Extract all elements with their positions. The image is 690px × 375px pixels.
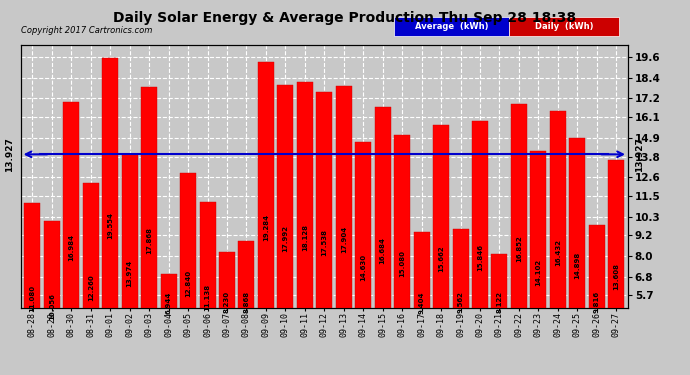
Text: 12.260: 12.260 xyxy=(88,275,94,302)
Bar xyxy=(531,152,546,375)
Text: 17.992: 17.992 xyxy=(282,225,288,252)
Bar xyxy=(589,225,604,375)
Bar xyxy=(491,254,507,375)
Text: 17.904: 17.904 xyxy=(341,226,347,254)
Bar xyxy=(609,160,624,375)
Bar xyxy=(141,87,157,375)
Bar xyxy=(375,107,391,375)
Text: Average  (kWh): Average (kWh) xyxy=(415,22,489,31)
Text: 16.984: 16.984 xyxy=(68,234,75,261)
Text: 12.840: 12.840 xyxy=(185,270,191,297)
Text: 8.230: 8.230 xyxy=(224,291,230,314)
Text: 9.562: 9.562 xyxy=(457,291,464,313)
Text: 19.554: 19.554 xyxy=(107,212,113,239)
Text: 8.868: 8.868 xyxy=(244,291,250,314)
Text: 13.974: 13.974 xyxy=(127,260,132,287)
Bar xyxy=(413,232,430,375)
Bar xyxy=(355,142,371,375)
Bar xyxy=(277,85,293,375)
Bar xyxy=(121,153,138,375)
Bar xyxy=(180,173,196,375)
Text: 11.138: 11.138 xyxy=(204,284,210,311)
Text: 16.432: 16.432 xyxy=(555,239,561,266)
Bar xyxy=(102,58,118,375)
Text: 15.662: 15.662 xyxy=(438,246,444,272)
Bar xyxy=(394,18,509,36)
Text: Copyright 2017 Cartronics.com: Copyright 2017 Cartronics.com xyxy=(21,26,152,34)
Bar xyxy=(336,86,352,375)
Text: 6.944: 6.944 xyxy=(166,291,172,314)
Bar xyxy=(453,229,469,375)
Text: 11.080: 11.080 xyxy=(30,285,35,312)
Text: 10.056: 10.056 xyxy=(49,294,55,321)
Text: 9.816: 9.816 xyxy=(594,291,600,314)
Text: 17.538: 17.538 xyxy=(322,230,327,256)
Bar xyxy=(199,202,215,375)
Bar xyxy=(511,104,527,375)
Bar xyxy=(44,221,60,375)
Bar xyxy=(394,135,410,375)
Bar xyxy=(258,62,274,375)
Text: 18.128: 18.128 xyxy=(302,224,308,251)
Bar xyxy=(509,18,619,36)
Text: 14.898: 14.898 xyxy=(574,252,580,279)
Bar xyxy=(569,138,585,375)
Text: 13.608: 13.608 xyxy=(613,263,619,290)
Text: 13.927: 13.927 xyxy=(635,137,644,172)
Text: Daily  (kWh): Daily (kWh) xyxy=(535,22,593,31)
Bar xyxy=(24,203,40,375)
Text: 13.927: 13.927 xyxy=(5,137,14,172)
Text: 14.630: 14.630 xyxy=(360,254,366,281)
Text: Daily Solar Energy & Average Production Thu Sep 28 18:38: Daily Solar Energy & Average Production … xyxy=(113,11,577,25)
Bar xyxy=(239,241,255,375)
Bar xyxy=(316,92,333,375)
Bar xyxy=(433,124,449,375)
Text: 8.122: 8.122 xyxy=(496,291,502,314)
Bar xyxy=(219,252,235,375)
Text: 19.284: 19.284 xyxy=(263,214,269,242)
Text: 14.102: 14.102 xyxy=(535,259,542,286)
Bar xyxy=(472,122,488,375)
Text: 16.852: 16.852 xyxy=(516,236,522,262)
Text: 17.868: 17.868 xyxy=(146,226,152,254)
Text: 16.684: 16.684 xyxy=(380,237,386,264)
Text: 15.080: 15.080 xyxy=(399,251,405,278)
Bar xyxy=(550,111,566,375)
Bar xyxy=(63,102,79,375)
Text: 15.846: 15.846 xyxy=(477,244,483,271)
Text: 9.404: 9.404 xyxy=(419,291,424,314)
Bar xyxy=(161,274,177,375)
Bar xyxy=(83,183,99,375)
Bar xyxy=(297,82,313,375)
